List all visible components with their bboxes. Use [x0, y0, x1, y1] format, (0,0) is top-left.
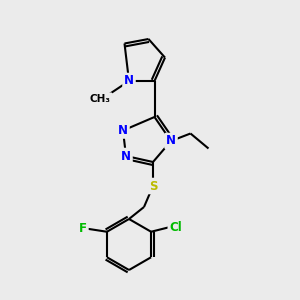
Text: N: N [118, 124, 128, 137]
Text: CH₃: CH₃ [90, 94, 111, 104]
Text: N: N [124, 74, 134, 88]
Text: S: S [149, 179, 157, 193]
Text: N: N [166, 134, 176, 148]
Text: N: N [121, 149, 131, 163]
Text: Cl: Cl [169, 221, 182, 234]
Text: F: F [79, 222, 87, 235]
